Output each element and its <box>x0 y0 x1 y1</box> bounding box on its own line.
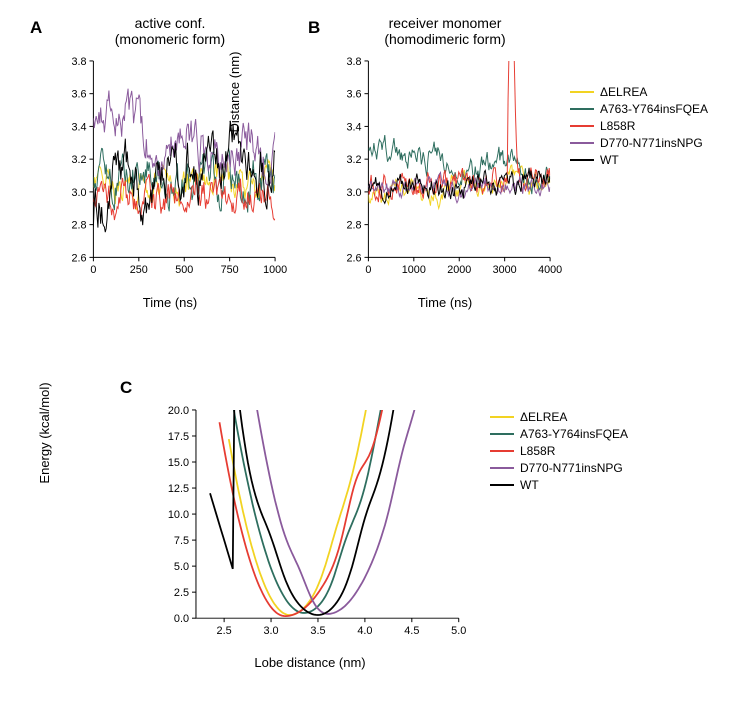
svg-text:2.5: 2.5 <box>174 587 189 599</box>
legend-label: D770-N771insNPG <box>520 461 623 475</box>
legend-label: WT <box>520 478 539 492</box>
panel-b-ylabel: Distance (nm) <box>227 17 242 167</box>
svg-text:5.0: 5.0 <box>451 625 466 637</box>
legend-swatch <box>570 108 594 110</box>
svg-text:3.8: 3.8 <box>347 56 362 68</box>
svg-text:2.6: 2.6 <box>347 252 362 264</box>
legend-item-l858r: L858R <box>490 444 628 458</box>
legend-item-a763: A763-Y764insFQEA <box>570 102 708 116</box>
panel-a-label: A <box>30 18 42 38</box>
legend-label: ΔELREA <box>520 410 567 424</box>
legend-swatch <box>570 142 594 144</box>
legend-c: ΔELREA A763-Y764insFQEA L858R D770-N771insN… <box>490 410 628 495</box>
legend-item-l858r: L858R <box>570 119 708 133</box>
svg-text:4.5: 4.5 <box>404 625 419 637</box>
legend-label: A763-Y764insFQEA <box>600 102 708 116</box>
legend-item-d770: D770-N771insNPG <box>570 136 708 150</box>
panel-a: active conf. (monomeric form) 0250500750… <box>60 55 280 280</box>
panel-c: 2.5 3.0 3.5 4.0 4.5 5.0 0.0 2.5 5.0 7.5 10.0 12.5 15… <box>155 405 465 640</box>
svg-text:3.4: 3.4 <box>347 121 362 133</box>
panel-b: receiver monomer (homodimeric form) 0100… <box>335 55 555 280</box>
svg-text:2.8: 2.8 <box>72 220 87 232</box>
legend-item-wt: WT <box>490 478 628 492</box>
svg-text:3.2: 3.2 <box>72 154 87 166</box>
svg-text:1000: 1000 <box>263 264 287 276</box>
svg-text:2.5: 2.5 <box>217 625 232 637</box>
svg-text:12.5: 12.5 <box>168 483 189 495</box>
panel-b-xlabel: Time (ns) <box>335 295 555 310</box>
legend-swatch <box>570 91 594 93</box>
svg-text:20.0: 20.0 <box>168 405 189 417</box>
svg-text:3.0: 3.0 <box>72 187 87 199</box>
svg-text:0: 0 <box>365 264 371 276</box>
chart-c: 2.5 3.0 3.5 4.0 4.5 5.0 0.0 2.5 5.0 7.5 10.0 12.5 15… <box>155 405 465 640</box>
legend-swatch <box>490 467 514 469</box>
svg-text:17.5: 17.5 <box>168 431 189 443</box>
svg-text:3.5: 3.5 <box>310 625 325 637</box>
legend-label: ΔELREA <box>600 85 647 99</box>
panel-c-ylabel: Energy (kcal/mol) <box>37 343 52 523</box>
legend-label: D770-N771insNPG <box>600 136 703 150</box>
panel-b-label: B <box>308 18 320 38</box>
panel-c-xlabel: Lobe distance (nm) <box>155 655 465 670</box>
svg-text:250: 250 <box>130 264 148 276</box>
svg-text:0: 0 <box>90 264 96 276</box>
svg-text:2000: 2000 <box>447 264 471 276</box>
legend-ab: ΔELREA A763-Y764insFQEA L858R D770-N771insN… <box>570 85 708 170</box>
svg-text:1000: 1000 <box>402 264 426 276</box>
svg-text:3.6: 3.6 <box>72 89 87 101</box>
svg-text:500: 500 <box>175 264 193 276</box>
svg-text:3.6: 3.6 <box>347 89 362 101</box>
chart-a: 025050075010002.62.83.03.23.43.63.8 <box>60 55 280 280</box>
legend-label: A763-Y764insFQEA <box>520 427 628 441</box>
svg-text:2.6: 2.6 <box>72 252 87 264</box>
svg-text:750: 750 <box>221 264 239 276</box>
svg-text:4000: 4000 <box>538 264 562 276</box>
legend-swatch <box>490 450 514 452</box>
legend-swatch <box>490 484 514 486</box>
panel-c-label: C <box>120 378 132 398</box>
legend-item-wt: WT <box>570 153 708 167</box>
chart-b: 010002000300040002.62.83.03.23.43.63.8 <box>335 55 555 280</box>
legend-item-delrea: ΔELREA <box>490 410 628 424</box>
legend-label: WT <box>600 153 619 167</box>
legend-item-a763: A763-Y764insFQEA <box>490 427 628 441</box>
legend-item-d770: D770-N771insNPG <box>490 461 628 475</box>
svg-text:2.8: 2.8 <box>347 220 362 232</box>
panel-a-title-1: active conf. <box>60 15 280 31</box>
legend-label: L858R <box>600 119 635 133</box>
legend-swatch <box>490 433 514 435</box>
svg-text:4.0: 4.0 <box>357 625 372 637</box>
legend-label: L858R <box>520 444 555 458</box>
legend-swatch <box>570 159 594 161</box>
svg-text:3.8: 3.8 <box>72 56 87 68</box>
svg-text:3.2: 3.2 <box>347 154 362 166</box>
svg-text:15.0: 15.0 <box>168 457 189 469</box>
panel-a-xlabel: Time (ns) <box>60 295 280 310</box>
svg-text:5.0: 5.0 <box>174 561 189 573</box>
panel-b-title-1: receiver monomer <box>335 15 555 31</box>
svg-text:3.0: 3.0 <box>263 625 278 637</box>
legend-item-delrea: ΔELREA <box>570 85 708 99</box>
legend-swatch <box>490 416 514 418</box>
svg-text:3000: 3000 <box>493 264 517 276</box>
svg-text:0.0: 0.0 <box>174 613 189 625</box>
legend-swatch <box>570 125 594 127</box>
svg-text:3.4: 3.4 <box>72 121 87 133</box>
panel-a-title-2: (monomeric form) <box>60 31 280 47</box>
svg-text:3.0: 3.0 <box>347 187 362 199</box>
svg-text:7.5: 7.5 <box>174 535 189 547</box>
svg-text:10.0: 10.0 <box>168 509 189 521</box>
panel-b-title-2: (homodimeric form) <box>335 31 555 47</box>
